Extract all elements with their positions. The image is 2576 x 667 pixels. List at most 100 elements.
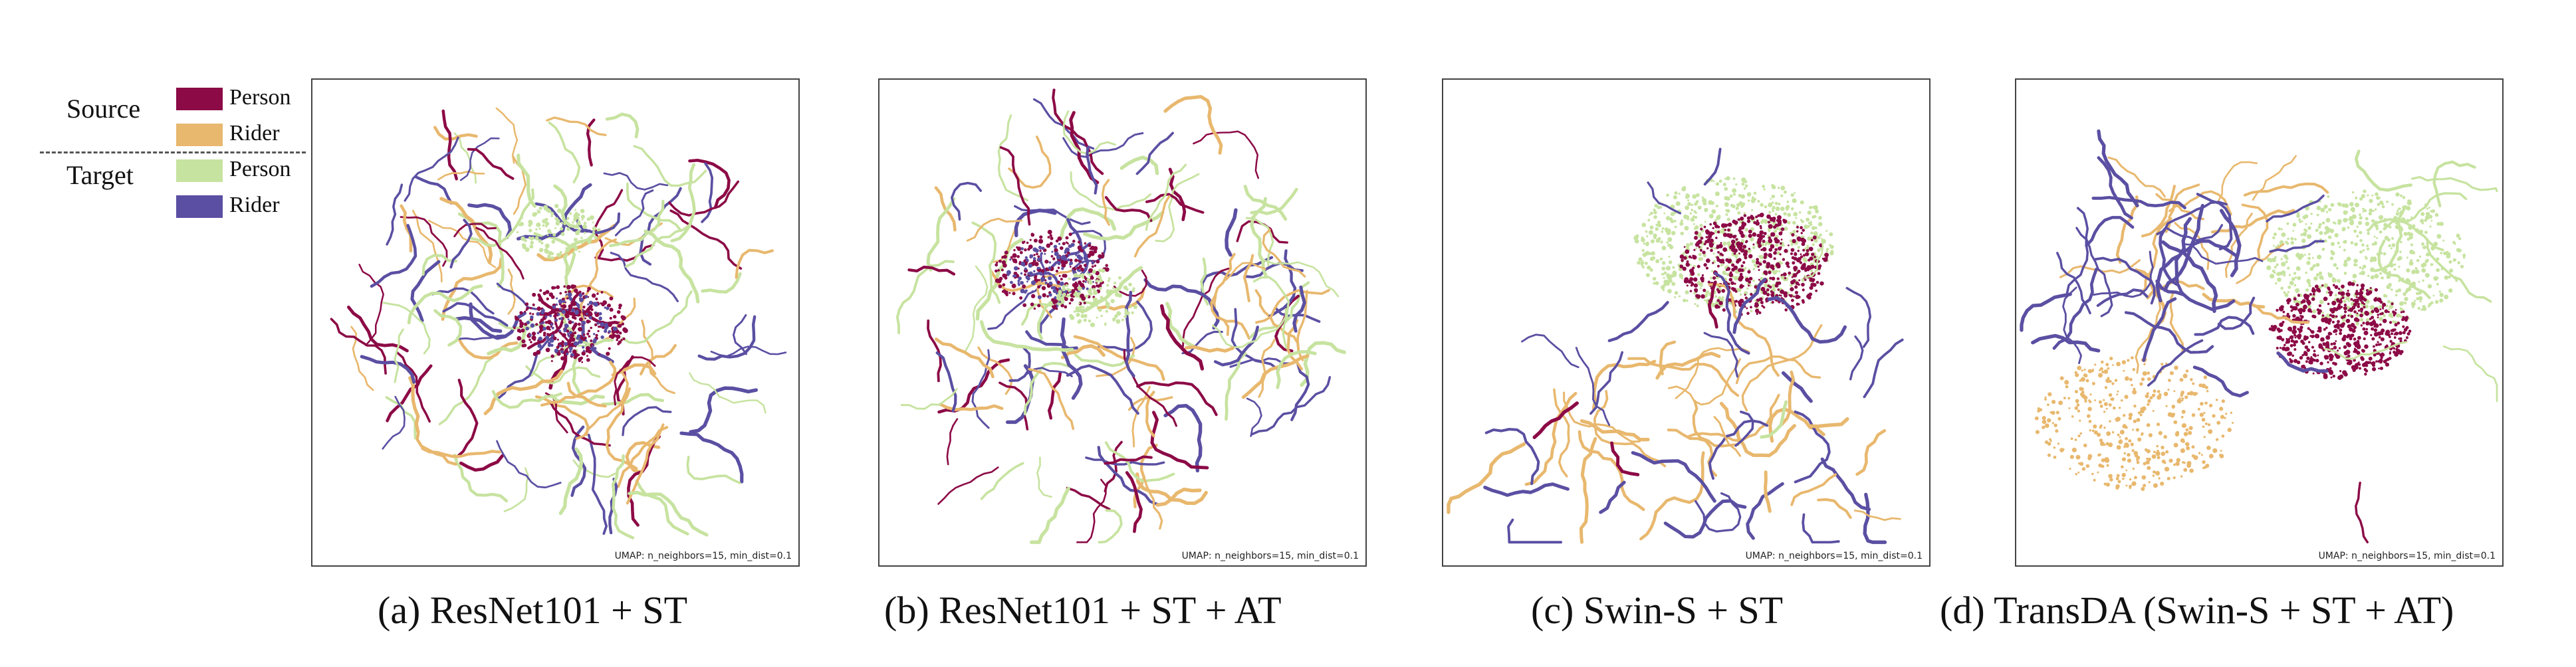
- umap-cluster-source-person: [475, 227, 525, 280]
- umap-cluster-source-person: [1182, 267, 1230, 347]
- umap-cluster-target-rider: [1026, 367, 1073, 377]
- umap-cluster-target-person: [621, 290, 693, 345]
- umap-annotation: UMAP: n_neighbors=15, min_dist=0.1: [2318, 551, 2496, 561]
- umap-cluster-target-person: [1300, 341, 1346, 387]
- umap-fragment: [1764, 470, 1772, 513]
- umap-cluster-source-rider: [966, 217, 1023, 242]
- caption-a: (a) ResNet101 + ST: [378, 589, 688, 632]
- umap-cluster-source-person: [330, 318, 387, 375]
- umap-cluster-target-person: [2432, 160, 2476, 208]
- umap-cluster-source-rider: [1262, 229, 1306, 278]
- umap-cluster-target-person: [421, 254, 458, 276]
- umap-cluster-source-person: [669, 209, 743, 270]
- umap-cluster-target-person: [997, 114, 1029, 202]
- umap-cluster-target-person: [926, 197, 956, 272]
- legend-target-label: Target: [66, 160, 134, 190]
- umap-cluster-source-rider: [626, 423, 665, 505]
- umap-cluster-source-rider: [2107, 156, 2166, 198]
- umap-cluster-source-person: [2355, 481, 2369, 543]
- umap-plot-b: [895, 88, 1346, 544]
- umap-cluster-target-rider: [413, 175, 453, 205]
- umap-cluster-target-person: [980, 462, 1024, 500]
- umap-cluster-source-person: [594, 244, 655, 262]
- umap-cluster-target-rider: [1085, 456, 1165, 466]
- umap-cluster-source-rider: [1060, 343, 1106, 359]
- umap-cluster-target-rider: [1008, 346, 1031, 382]
- umap-cluster-target-person: [1062, 110, 1117, 155]
- umap-cluster-target-person: [1104, 441, 1175, 483]
- umap-cluster-target-rider: [1060, 317, 1083, 400]
- caption-b: (b) ResNet101 + ST + AT: [884, 589, 1282, 632]
- legend: Source Target Person Rider Person Rider: [40, 80, 319, 226]
- umap-group-target-rider: [1484, 428, 1540, 486]
- umap-cluster-target-rider: [2094, 256, 2156, 305]
- umap-cluster-target-rider: [467, 203, 513, 239]
- umap-cluster-source-rider: [2155, 193, 2204, 221]
- umap-cluster-target-person: [394, 328, 404, 383]
- umap-cluster-target-person: [548, 121, 581, 184]
- umap-group-target-rider: [1863, 492, 1887, 544]
- umap-cluster-target-person: [1258, 256, 1340, 298]
- umap-cluster-target-rider: [459, 137, 500, 181]
- umap-cluster-source-person: [396, 351, 431, 423]
- umap-cluster-source-rider: [1163, 95, 1223, 155]
- umap-cluster-target-rider: [1290, 363, 1310, 421]
- umap-cluster-target-person: [626, 182, 683, 233]
- umap-cluster-source-person: [946, 418, 959, 466]
- umap-fragment: [1817, 498, 1852, 520]
- umap-cluster-target-rider: [1066, 364, 1139, 415]
- umap-cluster-source-rider: [2252, 155, 2297, 201]
- umap-cluster-source-person: [553, 305, 572, 351]
- umap-group-target-rider: [1767, 296, 1847, 344]
- umap-group-source-rider: [1591, 359, 1657, 411]
- umap-cluster-target-rider: [1062, 132, 1144, 158]
- umap-cluster-source-rider: [625, 441, 661, 474]
- umap-cluster-source-person: [937, 466, 999, 505]
- umap-center-target-rider: [525, 292, 618, 357]
- umap-annotation: UMAP: n_neighbors=15, min_dist=0.1: [1745, 551, 1923, 561]
- umap-fragment: [1780, 370, 1796, 427]
- umap-cluster-target-rider: [2052, 268, 2098, 350]
- umap-cluster-target-person: [605, 112, 640, 139]
- umap-cluster-target-person: [1155, 173, 1200, 242]
- umap-group-target-rider: [1521, 334, 1580, 369]
- umap-cluster-target-person: [1248, 281, 1310, 339]
- umap-cluster-target-person: [964, 265, 989, 353]
- umap-cluster-source-person: [1066, 486, 1111, 511]
- umap-cluster-target-person: [701, 272, 742, 294]
- umap-panel-a: UMAP: n_neighbors=15, min_dist=0.1: [311, 78, 800, 567]
- umap-cluster-source-person: [998, 381, 1029, 430]
- umap-cluster-target-person: [563, 228, 601, 276]
- umap-fragment: [1804, 238, 1824, 279]
- umap-fragment: [1853, 510, 1901, 522]
- umap-cluster-target-rider: [935, 351, 957, 413]
- umap-cluster-target-person: [625, 223, 691, 268]
- umap-cluster-source-rider: [617, 426, 669, 488]
- umap-cluster-target-rider: [614, 189, 654, 237]
- umap-cluster-source-person: [441, 109, 458, 181]
- umap-cluster-target-person: [628, 490, 709, 537]
- umap-cluster-target-rider: [382, 395, 406, 450]
- umap-cluster-target-rider: [622, 406, 672, 436]
- umap-cluster-source-rider: [1133, 195, 1171, 258]
- umap-cluster-source-rider: [566, 381, 607, 408]
- umap-cluster-source-rider: [2141, 185, 2176, 238]
- umap-group-source-rider: [1580, 419, 1650, 442]
- umap-cluster-target-person: [686, 456, 741, 484]
- umap-cluster-target-rider: [701, 162, 714, 223]
- umap-cluster-target-rider: [1181, 330, 1223, 355]
- umap-group-source-rider: [1741, 324, 1823, 412]
- umap-center-target-person: [516, 203, 598, 260]
- umap-cluster-source-rider: [1225, 262, 1266, 281]
- umap-cluster-target-person: [1250, 187, 1298, 215]
- umap-cluster-target-rider: [1213, 326, 1260, 367]
- umap-cluster-target-person: [2323, 341, 2408, 360]
- umap-cluster-source-person: [688, 158, 731, 209]
- umap-group-target-rider: [1607, 300, 1669, 343]
- umap-cluster-target-rider: [1014, 205, 1091, 225]
- umap-cluster-target-person: [979, 320, 1074, 352]
- umap-cluster-target-rider: [2161, 240, 2218, 314]
- umap-cluster-target-rider: [639, 187, 682, 266]
- umap-cluster-source-rider: [605, 387, 638, 470]
- legend-swatch-source-rider: [176, 124, 223, 146]
